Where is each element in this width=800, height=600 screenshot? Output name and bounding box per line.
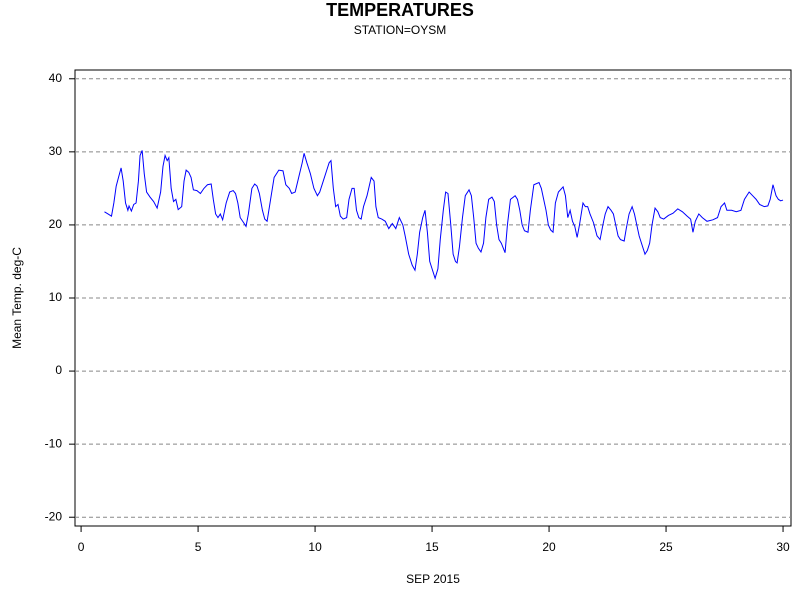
y-tick-label: 30 — [49, 144, 63, 158]
x-tick-label: 5 — [195, 540, 202, 554]
chart-subtitle: STATION=OYSM — [354, 23, 447, 37]
y-tick-label: 10 — [49, 290, 63, 304]
y-tick-label: -20 — [45, 509, 63, 523]
x-tick-label: 30 — [776, 540, 790, 554]
y-tick-label: 40 — [49, 71, 63, 85]
x-tick-label: 20 — [542, 540, 556, 554]
x-tick-label: 25 — [659, 540, 673, 554]
x-axis-label: SEP 2015 — [406, 572, 460, 586]
x-tick-label: 10 — [308, 540, 322, 554]
y-tick-label: 0 — [55, 363, 62, 377]
temperature-line — [104, 150, 784, 280]
chart-title: TEMPERATURES — [326, 0, 474, 20]
y-axis-label: Mean Temp. deg-C — [10, 247, 24, 349]
y-tick-label: -10 — [45, 436, 63, 450]
x-tick-label: 0 — [78, 540, 85, 554]
y-tick-label: 20 — [49, 217, 63, 231]
x-tick-label: 15 — [425, 540, 439, 554]
